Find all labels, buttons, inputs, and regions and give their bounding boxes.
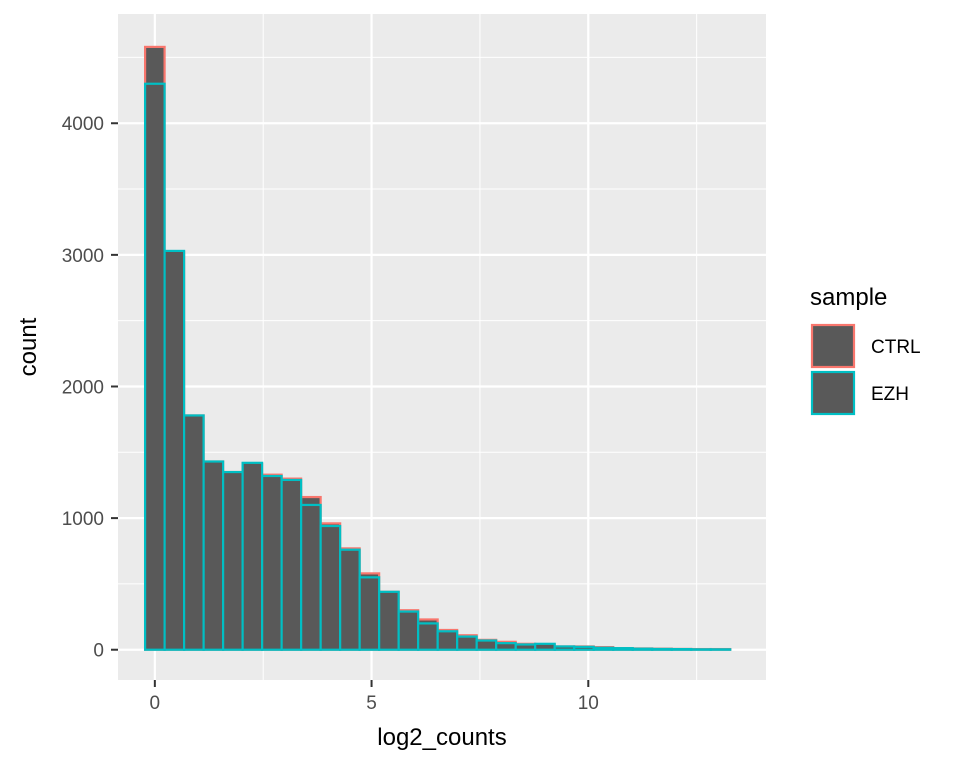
ezh-bar	[243, 463, 263, 650]
ezh-bar	[145, 84, 165, 650]
ezh-bar	[223, 472, 243, 650]
ezh-bar	[633, 649, 653, 650]
legend-key-ezh	[812, 372, 854, 414]
y-tick-label: 0	[93, 641, 104, 662]
legend: sample CTRL EZH	[810, 284, 921, 414]
ezh-bar	[184, 415, 204, 649]
ezh-bar	[574, 647, 594, 650]
y-axis-title: count	[15, 317, 42, 376]
legend-key-ctrl	[812, 325, 854, 367]
ezh-bar	[418, 623, 438, 649]
ezh-bar	[438, 631, 458, 649]
legend-items: CTRL EZH	[812, 325, 921, 414]
ezh-bar	[672, 649, 692, 650]
ezh-bar	[535, 644, 555, 650]
x-tick-label: 5	[366, 693, 377, 714]
ezh-bar	[165, 251, 185, 650]
ezh-bar	[457, 637, 477, 650]
ezh-bar	[204, 462, 224, 650]
ezh-bar	[262, 476, 282, 650]
y-tick-label: 2000	[62, 377, 104, 398]
ezh-bar	[613, 648, 633, 650]
legend-label-ezh: EZH	[871, 384, 909, 405]
legend-label-ctrl: CTRL	[871, 337, 921, 358]
x-axis-title: log2_counts	[377, 724, 506, 751]
x-tick-label: 0	[150, 693, 161, 714]
ezh-bar	[360, 577, 380, 649]
ezh-bar	[340, 550, 360, 650]
y-tick-label: 4000	[62, 114, 104, 135]
x-tick-label: 10	[578, 693, 599, 714]
ezh-bar	[301, 505, 321, 650]
ezh-bar	[516, 644, 536, 649]
ezh-bar	[594, 648, 614, 650]
ezh-bar	[477, 641, 497, 650]
ezh-bar	[321, 526, 341, 650]
ezh-bar	[496, 643, 516, 650]
legend-title: sample	[810, 284, 887, 311]
ezh-bar	[652, 649, 672, 650]
y-tick-label: 1000	[62, 509, 104, 530]
ezh-bar	[282, 480, 302, 650]
ezh-bar	[379, 592, 399, 650]
ezh-bar	[555, 646, 575, 649]
y-tick-label: 3000	[62, 246, 104, 267]
ezh-bar	[399, 612, 419, 650]
